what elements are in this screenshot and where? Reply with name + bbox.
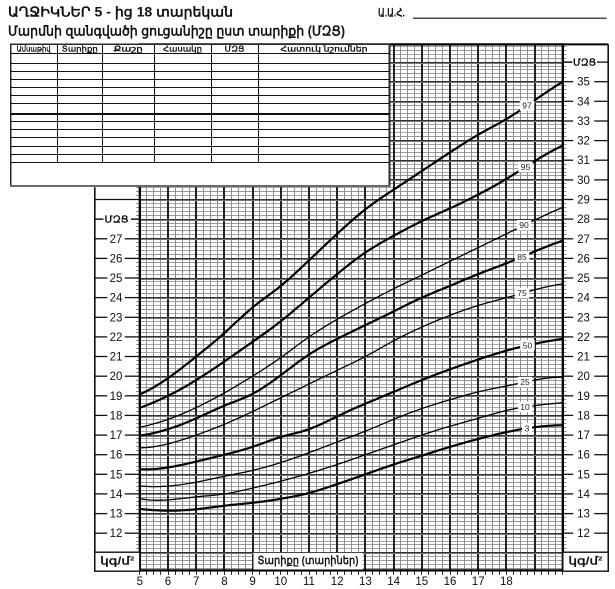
svg-text:Քաշը: Քաշը — [114, 45, 143, 54]
svg-text:31: 31 — [577, 155, 590, 167]
svg-text:10: 10 — [274, 576, 287, 588]
svg-text:13: 13 — [359, 576, 372, 588]
svg-text:22: 22 — [110, 332, 123, 344]
svg-text:Մարմնի զանգվածի ցուցանիշը ըստ: Մարմնի զանգվածի ցուցանիշը ըստ տարիքի (ՄԶ… — [8, 24, 345, 40]
svg-text:18: 18 — [500, 576, 513, 588]
svg-text:15: 15 — [110, 469, 123, 481]
svg-text:13: 13 — [110, 509, 123, 521]
svg-text:97: 97 — [522, 101, 532, 111]
svg-text:14: 14 — [387, 576, 400, 588]
svg-text:Տարիքը (տարիներ): Տարիքը (տարիներ) — [258, 555, 359, 567]
svg-text:23: 23 — [577, 312, 590, 324]
svg-text:12: 12 — [110, 528, 123, 540]
svg-text:15: 15 — [415, 576, 428, 588]
svg-text:34: 34 — [577, 96, 590, 108]
svg-text:16: 16 — [577, 450, 590, 462]
svg-text:11: 11 — [303, 576, 315, 588]
svg-text:8: 8 — [221, 576, 227, 588]
svg-text:20: 20 — [110, 371, 123, 383]
svg-text:Ա.Ա.Հ.: Ա.Ա.Հ. — [378, 8, 405, 20]
svg-text:Տարիքը: Տարիքը — [62, 45, 98, 54]
svg-text:21: 21 — [577, 352, 590, 364]
svg-text:13: 13 — [577, 509, 590, 521]
svg-text:Հասակը: Հասակը — [163, 45, 202, 54]
svg-text:կգ/մ²: կգ/մ² — [100, 555, 134, 567]
svg-text:9: 9 — [249, 576, 255, 588]
svg-text:12: 12 — [331, 576, 344, 588]
svg-text:19: 19 — [110, 391, 123, 403]
svg-text:19: 19 — [577, 391, 590, 403]
svg-text:25: 25 — [520, 377, 530, 387]
svg-text:28: 28 — [577, 214, 590, 226]
svg-text:21: 21 — [110, 352, 123, 364]
svg-text:33: 33 — [577, 116, 590, 128]
svg-text:Ամսաթիվ: Ամսաթիվ — [17, 45, 52, 54]
svg-text:14: 14 — [110, 489, 123, 501]
svg-text:30: 30 — [577, 175, 590, 187]
svg-text:27: 27 — [577, 234, 590, 246]
svg-text:29: 29 — [577, 195, 590, 207]
svg-text:20: 20 — [577, 371, 590, 383]
svg-text:22: 22 — [577, 332, 590, 344]
svg-text:16: 16 — [444, 576, 457, 588]
svg-text:24: 24 — [110, 293, 123, 305]
svg-text:85: 85 — [517, 252, 527, 262]
svg-text:14: 14 — [577, 489, 590, 501]
svg-text:3: 3 — [525, 423, 530, 433]
svg-text:24: 24 — [577, 293, 590, 305]
svg-text:7: 7 — [193, 576, 199, 588]
svg-text:32: 32 — [577, 136, 590, 148]
svg-text:17: 17 — [472, 576, 485, 588]
svg-text:Հատուկ նշումներ: Հատուկ նշումներ — [281, 45, 368, 54]
svg-text:17: 17 — [577, 430, 590, 442]
svg-text:10: 10 — [520, 402, 530, 412]
svg-text:18: 18 — [110, 410, 123, 422]
svg-text:26: 26 — [577, 253, 590, 265]
svg-text:ՄԶՑ: ՄԶՑ — [573, 58, 596, 69]
svg-text:27: 27 — [110, 234, 123, 246]
svg-text:75: 75 — [517, 288, 527, 298]
svg-text:25: 25 — [110, 273, 123, 285]
svg-text:12: 12 — [577, 528, 590, 540]
svg-text:6: 6 — [165, 576, 171, 588]
svg-text:15: 15 — [577, 469, 590, 481]
svg-text:18: 18 — [577, 410, 590, 422]
svg-text:կգ/մ²: կգ/մ² — [569, 555, 603, 567]
svg-text:35: 35 — [577, 77, 590, 89]
svg-text:ՄԶՑ: ՄԶՑ — [105, 215, 129, 226]
svg-text:26: 26 — [110, 253, 123, 265]
svg-text:23: 23 — [110, 312, 123, 324]
svg-text:95: 95 — [521, 162, 531, 172]
svg-text:5: 5 — [137, 576, 143, 588]
svg-text:50: 50 — [523, 340, 533, 350]
svg-text:25: 25 — [577, 273, 590, 285]
svg-text:17: 17 — [110, 430, 123, 442]
svg-text:16: 16 — [110, 450, 123, 462]
svg-text:ԱՂՋԻԿՆԵՐ 5 - ից 18 տարեկան: ԱՂՋԻԿՆԵՐ 5 - ից 18 տարեկան — [8, 5, 233, 21]
svg-text:ՄԶՑ: ՄԶՑ — [225, 45, 245, 54]
svg-text:90: 90 — [519, 220, 529, 230]
